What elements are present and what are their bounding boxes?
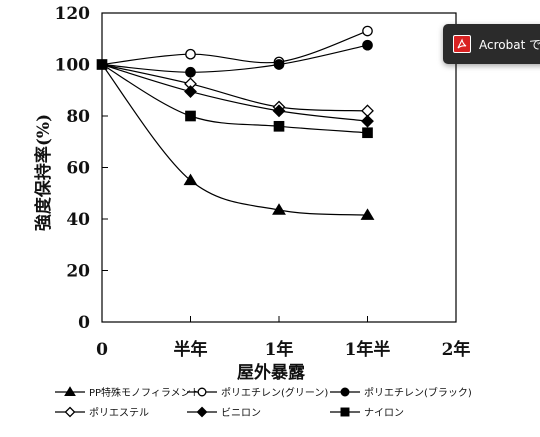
data-point	[362, 25, 373, 37]
y-tick-label: 60	[66, 159, 90, 179]
data-point	[360, 208, 375, 220]
series-line	[101, 64, 368, 216]
legend-label: ビニロン	[221, 407, 261, 419]
acrobat-label: Acrobat で	[479, 37, 540, 52]
legend-label: ポリエステル	[89, 407, 149, 419]
legend-marker	[340, 387, 350, 397]
x-tick-label: 半年	[174, 339, 208, 360]
legend-item: ポリエステル	[55, 406, 149, 419]
y-axis: 0 20 40 60 80 100 120	[55, 4, 108, 333]
legend-item: ビニロン	[187, 406, 261, 419]
series-layer	[96, 25, 375, 220]
data-point	[273, 120, 285, 132]
x-tick-label: 1年	[265, 339, 294, 360]
data-point	[272, 203, 286, 215]
series-line	[101, 44, 368, 73]
y-tick-label: 20	[66, 262, 90, 282]
acrobat-tooltip-button[interactable]: Acrobat で	[443, 24, 540, 64]
acrobat-icon	[453, 35, 471, 53]
series-line	[101, 63, 368, 122]
x-axis-title: 屋外暴露	[237, 362, 306, 383]
series-5	[101, 63, 374, 128]
legend-label: ポリエチレン(グリーン)	[221, 386, 328, 399]
legend-item: PP特殊モノフィラメント	[55, 386, 201, 399]
legend-marker	[340, 407, 350, 417]
y-tick-label: 0	[78, 313, 90, 333]
series-line	[101, 63, 368, 112]
data-point	[272, 104, 286, 118]
data-point-origin	[96, 59, 108, 70]
y-tick-label: 120	[55, 4, 91, 24]
y-axis-title: 強度保持率(%)	[33, 114, 54, 231]
series-1	[101, 64, 375, 220]
legend-marker	[197, 387, 207, 397]
data-point	[183, 173, 198, 186]
legend-item: ポリエチレン(グリーン)	[187, 386, 328, 399]
data-point	[185, 48, 196, 60]
x-tick-label: 1年半	[345, 339, 391, 360]
legend-marker	[64, 386, 76, 397]
legend-label: ポリエチレン(ブラック)	[364, 386, 472, 399]
x-tick-label: 2年	[442, 339, 471, 360]
x-axis: 0 半年 1年 1年半 2年	[96, 316, 470, 360]
series-3	[101, 39, 373, 78]
legend-label: ナイロン	[364, 407, 404, 419]
y-tick-label: 40	[66, 210, 90, 230]
data-point	[361, 114, 374, 128]
data-point	[185, 66, 196, 78]
y-tick-label: 100	[55, 56, 91, 76]
data-point	[362, 127, 373, 139]
series-line	[101, 30, 368, 66]
data-point	[273, 59, 285, 70]
series-line	[101, 63, 368, 134]
legend-item: ポリエチレン(ブラック)	[330, 386, 472, 399]
legend-label: PP特殊モノフィラメント	[89, 386, 201, 399]
series-6	[101, 63, 373, 139]
y-tick-label: 80	[66, 107, 90, 127]
legend-item: ナイロン	[330, 407, 404, 419]
legend: PP特殊モノフィラメント ポリエチレン(グリーン) ポリエチレン(ブラック) ポリエス…	[55, 386, 472, 419]
data-point	[184, 85, 197, 98]
series-2	[101, 25, 373, 68]
data-point	[185, 110, 196, 122]
legend-marker	[64, 406, 76, 418]
data-point	[362, 39, 373, 51]
data-point	[361, 104, 374, 118]
legend-marker	[196, 406, 208, 418]
x-tick-label: 0	[96, 340, 108, 360]
